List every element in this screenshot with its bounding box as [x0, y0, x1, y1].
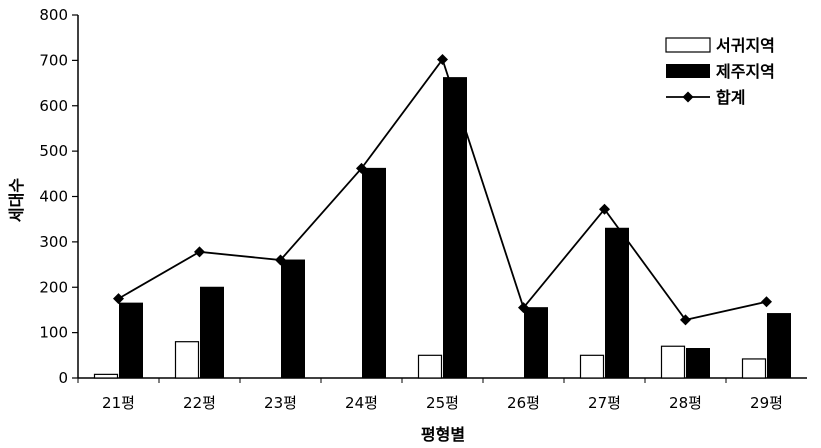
legend-label-jeju: 제주지역	[716, 62, 775, 81]
legend-swatch-jeju	[666, 64, 710, 78]
y-tick-label: 700	[39, 51, 68, 69]
total-point	[275, 254, 286, 266]
total-point	[356, 162, 367, 174]
x-tick-label: 28평	[669, 394, 702, 412]
total-point	[113, 293, 124, 305]
total-point	[680, 314, 691, 326]
y-ticks: 0 100 200 300 400 500 600 700 800	[39, 6, 78, 387]
bar-jeju	[362, 167, 386, 379]
y-tick-label: 300	[39, 233, 68, 251]
bar-seogwi	[174, 341, 200, 379]
x-tick-label: 25평	[426, 394, 459, 412]
legend-label-total: 합계	[716, 88, 745, 107]
bar-jeju	[686, 348, 710, 379]
bar-jeju	[524, 307, 548, 379]
x-tick-label: 29평	[750, 394, 783, 412]
bar-jeju	[119, 302, 143, 379]
bar-seogwi	[660, 345, 686, 379]
total-line	[113, 53, 772, 326]
x-tick-label: 22평	[183, 394, 216, 412]
bar-jeju	[443, 77, 467, 379]
y-axis-label: 세대수	[7, 178, 26, 222]
x-ticks: 21평 22평 23평 24평 25평 26평 27평 28평 29평	[77, 378, 783, 412]
bar-seogwi	[417, 354, 443, 379]
bars	[93, 77, 791, 379]
y-tick-label: 200	[39, 278, 68, 296]
y-tick-label: 400	[39, 188, 68, 206]
x-tick-label: 26평	[507, 394, 540, 412]
y-tick-label: 600	[39, 97, 68, 115]
bar-jeju	[605, 227, 629, 379]
y-tick-label: 100	[39, 324, 68, 342]
x-tick-label: 21평	[102, 394, 135, 412]
x-tick-label: 27평	[588, 394, 621, 412]
legend-marker-total	[682, 91, 694, 103]
x-tick-label: 24평	[345, 394, 378, 412]
total-point	[761, 296, 772, 308]
total-line-path	[118, 57, 767, 321]
y-tick-label: 800	[39, 6, 68, 24]
legend-swatch-seogwi	[665, 37, 711, 53]
total-point	[599, 203, 610, 215]
total-point	[194, 246, 205, 258]
y-tick-label: 500	[39, 142, 68, 160]
bar-seogwi	[741, 358, 767, 379]
total-point	[518, 302, 529, 314]
y-tick-label: 0	[58, 369, 68, 387]
legend-label-seogwi: 서귀지역	[716, 36, 775, 55]
total-point	[437, 53, 448, 65]
bar-jeju	[281, 259, 305, 379]
bar-seogwi	[93, 373, 119, 379]
bar-seogwi	[579, 354, 605, 379]
bar-jeju	[767, 313, 791, 379]
x-axis-label: 평형별	[421, 425, 465, 444]
bar-jeju	[200, 286, 224, 379]
x-tick-label: 23평	[264, 394, 297, 412]
